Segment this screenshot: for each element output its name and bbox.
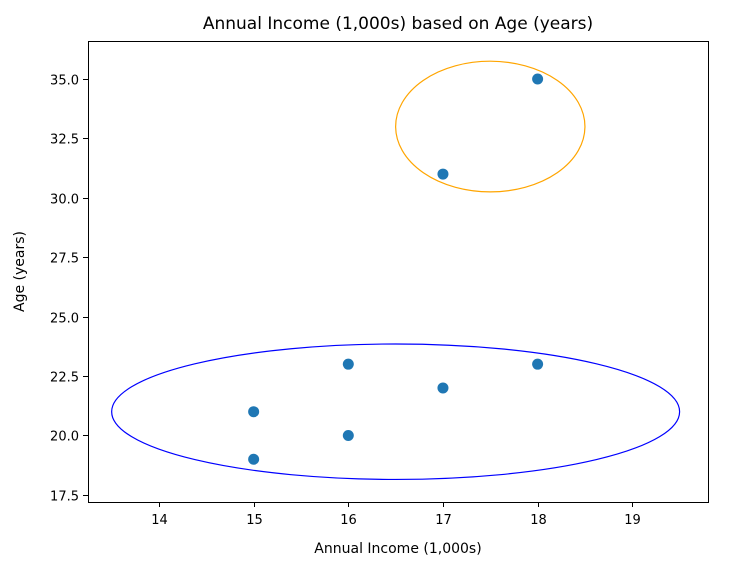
data-point-1 [248, 453, 260, 465]
data-point-6 [532, 358, 544, 370]
y-tick-label: 20.0 [50, 430, 79, 445]
y-axis-ticks: 17.5 20.0 22.5 25.0 27.5 30.0 32.5 35.0 [50, 74, 88, 505]
y-tick-label: 35.0 [50, 74, 79, 89]
data-point-4 [342, 358, 354, 370]
data-point-3 [342, 429, 354, 441]
annotation-ellipse-1 [395, 60, 586, 193]
annotation-ellipse-2 [111, 343, 681, 481]
y-tick-label: 22.5 [50, 371, 79, 386]
chart-title: Annual Income (1,000s) based on Age (yea… [203, 14, 593, 34]
annotation-ellipses [111, 60, 681, 481]
y-tick-label: 17.5 [50, 490, 79, 505]
x-tick-label: 19 [624, 513, 641, 528]
y-tick-label: 32.5 [50, 133, 79, 148]
data-point-5 [437, 382, 449, 394]
y-tick-label: 27.5 [50, 252, 79, 267]
y-tick-label: 30.0 [50, 193, 79, 208]
x-tick-label: 15 [246, 513, 263, 528]
y-tick-label: 25.0 [50, 312, 79, 327]
x-tick-label: 14 [151, 513, 168, 528]
data-points [248, 73, 544, 465]
data-point-7 [437, 168, 449, 180]
y-axis-label: Age (years) [12, 231, 28, 312]
x-tick-label: 18 [530, 513, 547, 528]
x-axis-label: Annual Income (1,000s) [314, 541, 481, 557]
x-axis-ticks: 14 15 16 17 18 19 [151, 502, 641, 528]
plot-area-frame [88, 41, 709, 503]
data-point-8 [532, 73, 544, 85]
x-tick-label: 16 [340, 513, 357, 528]
data-point-2 [248, 406, 260, 418]
x-tick-label: 17 [435, 513, 452, 528]
